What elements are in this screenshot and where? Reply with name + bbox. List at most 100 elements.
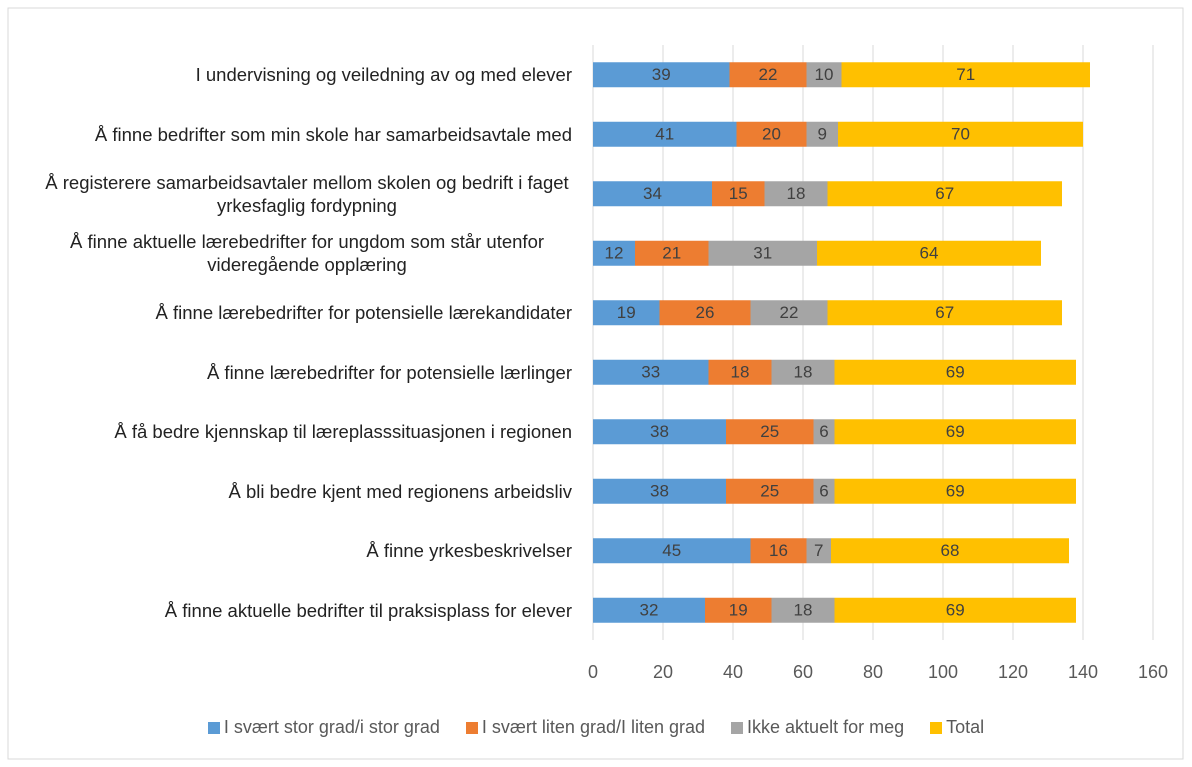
data-label: 26 [696,303,715,322]
data-label: 45 [662,541,681,560]
x-tick-label: 140 [1068,662,1098,682]
x-tick-label: 160 [1138,662,1168,682]
bar-segment [838,121,1083,147]
legend-item: I svært stor grad/i stor grad [207,717,440,738]
data-label: 41 [655,125,674,144]
bar-segment [827,181,1062,207]
x-tick-label: 20 [653,662,673,682]
bar-segment [726,419,814,445]
x-tick-label: 100 [928,662,958,682]
bar-segment [593,240,635,266]
bar-segment [635,240,709,266]
category-label: Å registerere samarbeidsavtaler mellom s… [42,166,572,222]
category-label: Å finne lærebedrifter for potensielle læ… [207,344,572,400]
bar-segment [827,300,1062,326]
category-label: Å få bedre kjennskap til læreplasssituas… [114,404,572,460]
legend-item: I svært liten grad/I liten grad [465,717,706,738]
category-label: Å finne aktuelle lærebedrifter for ungdo… [42,225,572,281]
x-tick-label: 0 [588,662,598,682]
category-label: Å finne bedrifter som min skole har sama… [95,106,572,162]
data-label: 7 [814,541,823,560]
bar-segment [834,359,1076,385]
category-text: Å finne lærebedrifter for potensielle læ… [155,302,572,324]
legend-swatch [207,721,220,734]
data-label: 19 [729,601,748,620]
bar-segment [593,359,709,385]
data-label: 39 [652,65,671,84]
data-label: 22 [759,65,778,84]
data-label: 18 [731,363,750,382]
data-label: 22 [780,303,799,322]
legend-item: Total [930,717,984,738]
legend-swatch [465,721,478,734]
category-text: I undervisning og veiledning av og med e… [195,64,572,86]
data-label: 18 [787,184,806,203]
category-text: Å finne yrkesbeskrivelser [366,540,572,562]
data-label: 10 [815,65,834,84]
bar-segment [771,359,835,385]
data-label: 64 [920,244,939,263]
bar-segment [813,478,835,504]
data-label: 69 [946,601,965,620]
bar-segment [750,538,807,564]
data-label: 18 [794,601,813,620]
data-label: 19 [617,303,636,322]
data-label: 6 [819,422,828,441]
data-label: 16 [769,541,788,560]
bar-segment [806,538,831,564]
bar-segment [813,419,835,445]
x-tick-label: 120 [998,662,1028,682]
legend-swatch [930,721,943,734]
bar-segment [831,538,1069,564]
x-tick-label: 40 [723,662,743,682]
bar-segment [726,478,814,504]
category-text: Å bli bedre kjent med regionens arbeidsl… [228,480,572,502]
data-label: 21 [662,244,681,263]
bar-segment [817,240,1041,266]
data-label: 34 [643,184,662,203]
data-label: 70 [951,125,970,144]
category-text: Å få bedre kjennskap til læreplasssituas… [114,421,572,443]
bar-segment [712,181,765,207]
legend-label: I svært liten grad/I liten grad [481,717,706,737]
legend-label: Total [946,717,985,737]
bar-segment [834,597,1076,623]
category-text: Å registerere samarbeidsavtaler mellom s… [45,171,569,216]
data-label: 31 [753,244,772,263]
data-label: 38 [650,422,669,441]
data-label: 20 [762,125,781,144]
category-label: Å bli bedre kjent med regionens arbeidsl… [229,463,572,519]
bar-segment [834,478,1076,504]
data-label: 6 [819,482,828,501]
frame [7,7,1184,760]
legend-item: Ikke aktuelt for meg [731,717,904,738]
bar-segment [593,121,737,147]
bar-segment [834,419,1076,445]
data-label: 71 [956,65,975,84]
bar-segment [593,597,705,623]
data-label: 68 [941,541,960,560]
bar-segment [736,121,807,147]
bar-segment [841,62,1090,88]
bar-segment [593,181,712,207]
data-label: 69 [946,422,965,441]
data-label: 67 [935,184,954,203]
bar-segment [593,478,726,504]
data-label: 38 [650,482,669,501]
category-text: Å finne aktuelle bedrifter til praksispl… [164,599,572,621]
bar-segment [659,300,751,326]
legend-swatch [731,721,744,734]
category-text: Å finne lærebedrifter for potensielle læ… [206,361,572,383]
data-label: 18 [794,363,813,382]
bar-segment [593,538,751,564]
legend-label: Ikke aktuelt for meg [747,717,905,737]
bar-segment [764,181,828,207]
category-label: Å finne yrkesbeskrivelser [366,523,572,579]
bar-segment [771,597,835,623]
bar-segment [806,62,842,88]
bar-segment [705,597,772,623]
bar-segment [708,240,817,266]
data-label: 25 [760,422,779,441]
